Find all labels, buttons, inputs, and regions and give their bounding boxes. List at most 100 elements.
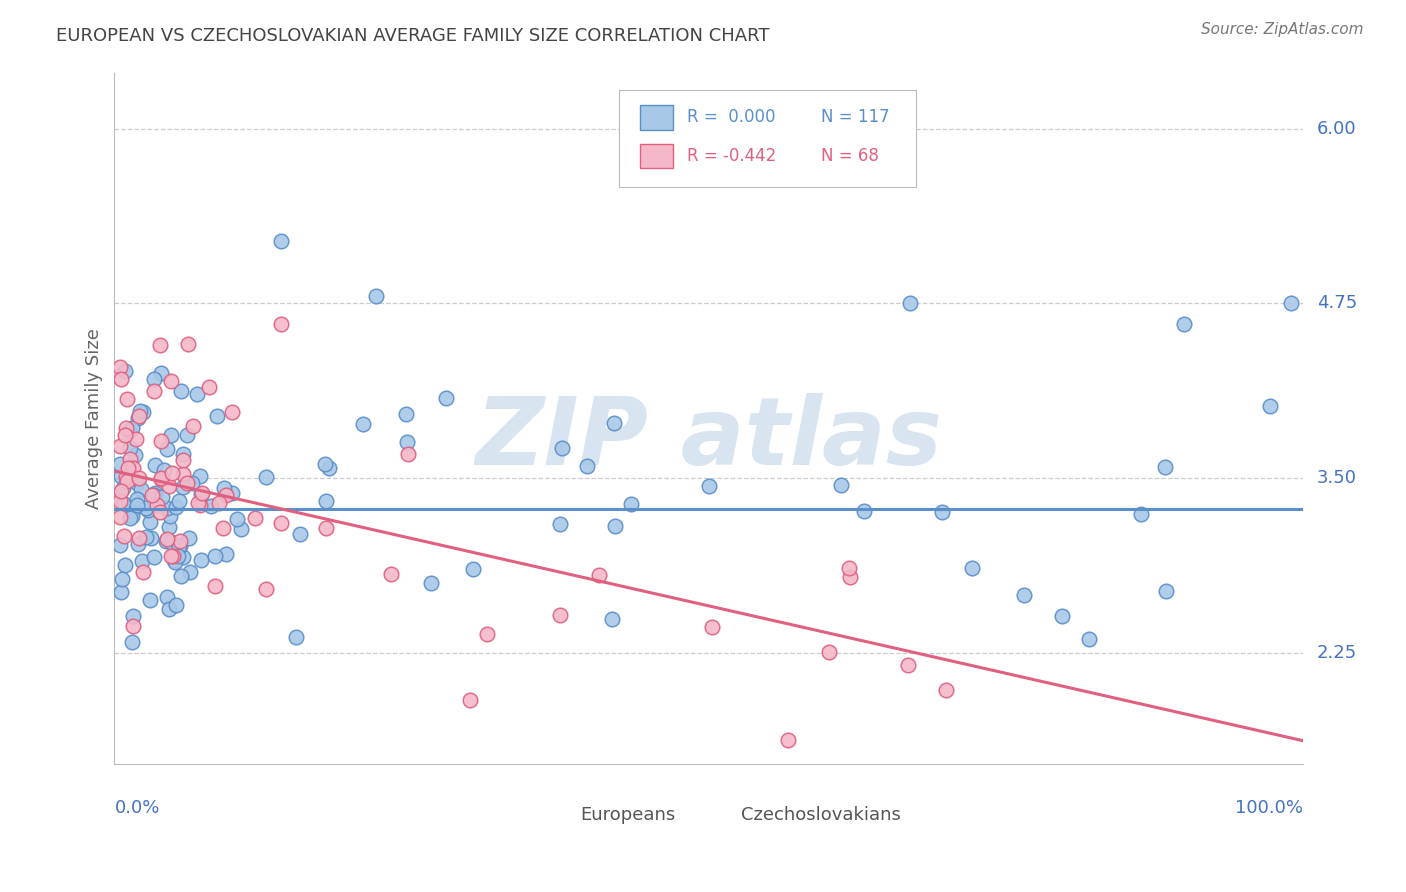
- Point: [115, 421, 138, 435]
- Point: [110, 360, 132, 375]
- Point: [179, 565, 201, 579]
- Point: [673, 157, 696, 171]
- Point: [127, 537, 149, 551]
- Point: [1279, 296, 1302, 310]
- Point: [155, 533, 177, 548]
- Point: [204, 549, 226, 564]
- Point: [700, 620, 723, 634]
- Point: [127, 410, 149, 425]
- Point: [152, 462, 174, 476]
- Point: [548, 517, 571, 532]
- Point: [132, 565, 155, 579]
- Point: [364, 289, 387, 303]
- Point: [149, 434, 172, 448]
- FancyBboxPatch shape: [703, 809, 731, 829]
- Point: [136, 503, 159, 517]
- Point: [600, 612, 623, 626]
- Point: [110, 469, 132, 483]
- Point: [127, 498, 149, 512]
- Point: [139, 592, 162, 607]
- Point: [150, 471, 173, 485]
- Point: [170, 569, 193, 583]
- Point: [200, 499, 222, 513]
- Point: [186, 386, 208, 401]
- Point: [177, 337, 200, 351]
- Point: [157, 479, 180, 493]
- Point: [270, 318, 292, 332]
- Point: [172, 447, 194, 461]
- Point: [117, 461, 139, 475]
- Point: [190, 485, 212, 500]
- Text: Czechoslovakians: Czechoslovakians: [741, 805, 900, 824]
- Point: [697, 479, 720, 493]
- Text: Source: ZipAtlas.com: Source: ZipAtlas.com: [1201, 22, 1364, 37]
- Point: [150, 471, 173, 485]
- Text: ZIP atlas: ZIP atlas: [475, 393, 942, 485]
- Text: Europeans: Europeans: [581, 805, 675, 824]
- Point: [167, 549, 190, 563]
- Point: [128, 471, 150, 485]
- Text: 2.25: 2.25: [1317, 644, 1357, 662]
- Text: N = 117: N = 117: [821, 108, 890, 127]
- Point: [380, 566, 402, 581]
- Point: [141, 487, 163, 501]
- Point: [838, 561, 860, 575]
- Point: [198, 380, 221, 394]
- Point: [135, 501, 157, 516]
- Point: [110, 494, 132, 508]
- Point: [839, 570, 862, 584]
- Point: [395, 435, 418, 450]
- Point: [588, 568, 610, 582]
- Point: [149, 471, 172, 485]
- Point: [852, 504, 875, 518]
- Point: [160, 534, 183, 549]
- Point: [110, 538, 132, 552]
- Point: [128, 532, 150, 546]
- Point: [1077, 632, 1099, 646]
- Point: [172, 549, 194, 564]
- Point: [156, 591, 179, 605]
- Point: [270, 516, 292, 530]
- Point: [121, 503, 143, 517]
- Point: [160, 466, 183, 480]
- Point: [122, 461, 145, 475]
- Point: [177, 531, 200, 545]
- Point: [169, 540, 191, 554]
- Point: [1012, 589, 1035, 603]
- Point: [1129, 508, 1152, 522]
- Point: [172, 480, 194, 494]
- Point: [120, 510, 142, 524]
- Point: [1258, 400, 1281, 414]
- Point: [165, 555, 187, 569]
- Point: [176, 427, 198, 442]
- Point: [205, 409, 228, 423]
- Point: [290, 527, 312, 541]
- Point: [149, 338, 172, 352]
- Text: N = 68: N = 68: [821, 147, 879, 165]
- Point: [128, 409, 150, 423]
- Point: [122, 609, 145, 624]
- Point: [157, 602, 180, 616]
- Point: [163, 553, 186, 567]
- Point: [225, 512, 247, 526]
- Point: [125, 475, 148, 490]
- Point: [214, 482, 236, 496]
- Point: [221, 405, 243, 419]
- Point: [115, 470, 138, 484]
- Point: [114, 427, 136, 442]
- Point: [143, 458, 166, 473]
- Point: [110, 509, 132, 524]
- Point: [935, 683, 957, 698]
- Point: [172, 453, 194, 467]
- Text: EUROPEAN VS CZECHOSLOVAKIAN AVERAGE FAMILY SIZE CORRELATION CHART: EUROPEAN VS CZECHOSLOVAKIAN AVERAGE FAMI…: [56, 27, 769, 45]
- Point: [190, 552, 212, 566]
- Point: [114, 558, 136, 573]
- Point: [139, 515, 162, 529]
- Point: [1173, 318, 1195, 332]
- Point: [1156, 583, 1178, 598]
- Point: [131, 554, 153, 568]
- Point: [605, 518, 627, 533]
- Text: R = -0.442: R = -0.442: [688, 147, 776, 165]
- Point: [129, 404, 152, 418]
- Point: [172, 467, 194, 482]
